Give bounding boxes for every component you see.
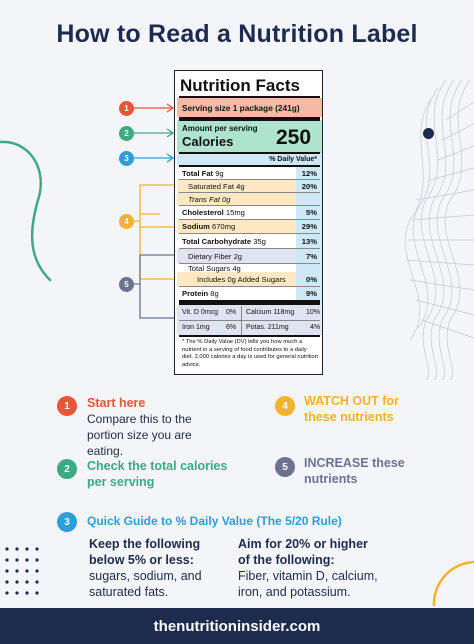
label-heading: Nutrition Facts [180,76,300,95]
footer-site: thenutritioninsider.com [0,608,474,644]
step-3-badge: 3 [57,512,77,532]
divider [179,165,320,167]
watch-band-addedsugars [177,272,296,286]
decorative-dot [423,128,434,139]
row-cholesterol: Cholesterol 15mg 5% [182,208,317,217]
marker-5: 5 [119,277,134,292]
daily-value-band [177,153,322,165]
row-total-carb: Total Carbohydrate 35g 13% [182,236,317,246]
calories-label: Calories [182,134,234,149]
row-total-fat: Total Fat 9g 12% [182,168,317,178]
serving-band [177,98,322,117]
step-5-title: INCREASE these nutrients [304,456,405,486]
footer-url[interactable]: thenutritioninsider.com [153,617,321,635]
step-5-badge: 5 [275,457,295,477]
row-vitamins-2: Iron 1mg 6% Potas. 211mg 4% [179,321,320,335]
rule-low-heading: Keep the following below 5% or less: [89,537,201,567]
step-2-badge: 2 [57,459,77,479]
page-title: How to Read a Nutrition Label [56,20,418,48]
step-1-title: Start here [87,396,146,410]
dv-column-band [296,165,322,313]
row-trans-fat: Trans Fat 0g [188,194,231,204]
divider [179,233,320,234]
divider [179,300,320,305]
row-saturated-fat: Saturated Fat 4g 20% [188,181,317,191]
divider [179,286,320,287]
step-4-title: WATCH OUT for these nutrients [304,394,399,424]
divider [179,117,320,121]
watch-band-sodium [177,220,296,233]
decorative-teal-curve [0,140,52,282]
step-2-title: Check the total calories per serving [87,459,228,489]
row-protein: Protein 8g 9% [182,289,317,298]
row-total-sugars: Total Sugars 4g [188,263,241,273]
step-1-body: Compare this to the portion size you are… [87,412,192,458]
rule-low-body: sugars, sodium, and saturated fats. [89,569,202,599]
row-added-sugars: Includes 0g Added Sugars 0% [197,275,317,284]
marker-4: 4 [119,214,134,229]
divider [179,96,320,98]
rule-high-body: Fiber, vitamin D, calcium, iron, and pot… [238,569,378,599]
marker-1: 1 [119,101,134,116]
divider [179,335,320,337]
divider [179,152,320,154]
divider [179,179,320,180]
rule-high-heading: Aim for 20% or higher of the following: [238,537,368,567]
step-3-title: Quick Guide to % Daily Value (The 5/20 R… [87,514,342,528]
decorative-dot-grid [5,547,39,595]
row-vitamins-1: Vit. D 0mcg 0% Calcium 118mg 10% [179,306,320,320]
watch-band-transfat [177,192,296,205]
watch-band-satfat [177,179,296,192]
label-footnote: * The % Daily Value (DV) tells you how m… [182,339,318,368]
divider [179,205,320,206]
divider [179,248,320,249]
divider [179,263,320,264]
row-sodium: Sodium 670mg 29% [182,222,317,231]
calories-value: 250 [276,126,312,149]
nutrition-facts-label: Nutrition Facts Serving size 1 package (… [174,70,323,375]
daily-value-header: % Daily Value* [269,156,317,163]
calories-band [177,120,322,153]
divider [179,320,320,321]
divider [179,219,320,220]
marker-3: 3 [119,151,134,166]
marker-2: 2 [119,126,134,141]
step-1-badge: 1 [57,396,77,416]
decorative-orange-arc [432,560,474,607]
increase-band-fiber [177,249,296,263]
step-4-badge: 4 [275,396,295,416]
serving-size: Serving size 1 package (241g) [182,102,300,113]
amount-per-serving: Amount per serving [182,124,258,133]
divider [179,192,320,193]
decorative-wire-mesh [404,80,474,380]
row-fiber: Dietary Fiber 2g 7% [188,251,317,261]
